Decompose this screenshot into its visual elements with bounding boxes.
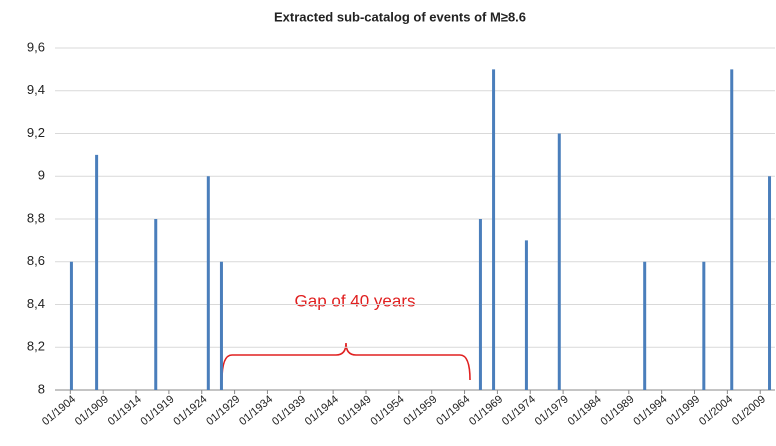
- x-tick-label: 01/1964: [434, 393, 472, 428]
- chart-title: Extracted sub-catalog of events of M≥8.6: [274, 9, 526, 24]
- y-tick-label: 9,4: [27, 82, 45, 97]
- bar: [154, 219, 158, 390]
- bar: [730, 69, 734, 390]
- y-tick-label: 8,8: [27, 210, 45, 225]
- bar: [69, 261, 73, 390]
- x-tick-label: 01/2009: [730, 393, 768, 428]
- bar: [524, 240, 528, 390]
- bar: [219, 261, 223, 390]
- x-tick-label: 01/1929: [204, 393, 242, 428]
- x-tick-label: 01/1904: [40, 393, 78, 428]
- x-tick-label: 01/1984: [566, 393, 604, 428]
- bar: [478, 219, 482, 390]
- x-tick-label: 01/1909: [73, 393, 111, 428]
- x-tick-label: 01/1919: [139, 393, 177, 428]
- x-tick-label: 01/1934: [237, 393, 275, 428]
- x-tick-label: 01/1969: [467, 393, 505, 428]
- x-tick-label: 01/1974: [500, 393, 538, 428]
- y-tick-label: 8,4: [27, 296, 45, 311]
- annotation: Gap of 40 years: [295, 291, 416, 310]
- x-tick-label: 01/2004: [697, 393, 735, 428]
- gap-brace: [221, 342, 471, 381]
- y-tick-label: 8,2: [27, 339, 45, 354]
- x-tick-label: 01/1959: [401, 393, 439, 428]
- x-tick-label: 01/1924: [171, 393, 209, 428]
- x-tick-label: 01/1944: [303, 393, 341, 428]
- bar: [206, 176, 210, 390]
- x-tick-label: 01/1994: [631, 393, 669, 428]
- bar: [768, 176, 772, 390]
- x-tick-label: 01/1914: [106, 393, 144, 428]
- y-tick-label: 9,6: [27, 39, 45, 54]
- x-tick-label: 01/1939: [270, 393, 308, 428]
- bar: [95, 154, 99, 390]
- y-tick-label: 9,2: [27, 125, 45, 140]
- bar: [557, 133, 561, 390]
- y-tick-label: 9: [38, 168, 45, 183]
- y-tick-label: 8: [38, 381, 45, 396]
- bar: [702, 261, 706, 390]
- bar: [643, 261, 647, 390]
- x-tick-label: 01/1979: [533, 393, 571, 428]
- bar: [492, 69, 496, 390]
- x-tick-label: 01/1999: [664, 393, 702, 428]
- y-tick-label: 8,6: [27, 253, 45, 268]
- x-tick-label: 01/1954: [368, 393, 406, 428]
- x-tick-label: 01/1949: [336, 393, 374, 428]
- x-tick-label: 01/1989: [598, 393, 636, 428]
